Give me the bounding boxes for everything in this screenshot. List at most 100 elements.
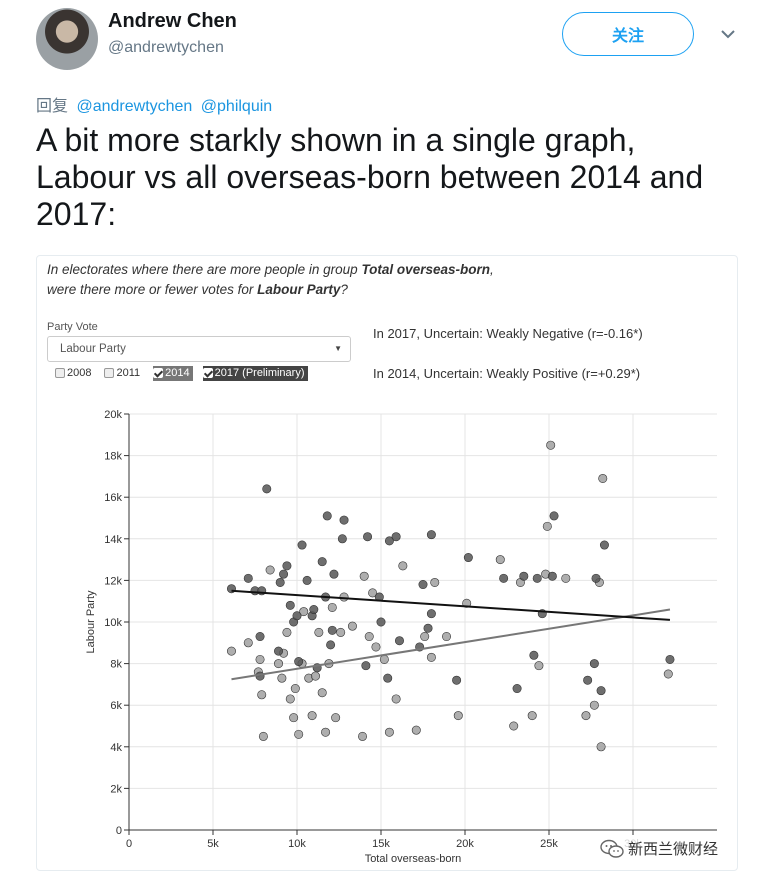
checkmark-icon bbox=[153, 368, 164, 378]
question-text-1: In electorates where there are more peop… bbox=[47, 262, 362, 277]
stat-2017: In 2017, Uncertain: Weakly Negative (r=-… bbox=[373, 326, 643, 341]
data-point bbox=[327, 625, 337, 635]
data-point bbox=[591, 573, 601, 583]
y-tick-label: 6k bbox=[110, 700, 122, 712]
data-point bbox=[391, 694, 401, 704]
checkbox-2014[interactable]: 2014 bbox=[153, 365, 193, 381]
x-tick-label: 0 bbox=[126, 838, 132, 850]
data-point bbox=[519, 571, 529, 581]
data-point bbox=[299, 607, 309, 617]
data-point bbox=[561, 573, 571, 583]
chevron-down-icon[interactable] bbox=[719, 25, 737, 43]
y-tick-label: 12k bbox=[104, 575, 122, 587]
data-point bbox=[430, 577, 440, 587]
data-point bbox=[499, 573, 509, 583]
checkmark-icon bbox=[202, 368, 213, 378]
data-point bbox=[442, 632, 452, 642]
data-point bbox=[243, 638, 253, 648]
checkbox-2011[interactable]: 2011 bbox=[104, 366, 143, 381]
party-vote-select[interactable]: Labour Party ▼ bbox=[47, 336, 351, 362]
author-display-name[interactable]: Andrew Chen bbox=[108, 10, 237, 32]
data-point bbox=[292, 611, 302, 621]
data-point bbox=[418, 580, 428, 590]
data-point bbox=[302, 575, 312, 585]
data-point bbox=[322, 511, 332, 521]
data-point bbox=[423, 623, 433, 633]
tweet-header: Andrew Chen @andrewtychen 关注 bbox=[36, 6, 756, 74]
data-point bbox=[364, 632, 374, 642]
data-point bbox=[546, 440, 556, 450]
data-point bbox=[589, 659, 599, 669]
avatar[interactable] bbox=[36, 8, 98, 70]
x-tick-label: 10k bbox=[288, 838, 306, 850]
data-point bbox=[379, 654, 389, 664]
reply-mention-1[interactable]: @andrewtychen bbox=[76, 98, 193, 115]
data-point bbox=[361, 661, 371, 671]
data-point bbox=[282, 627, 292, 637]
data-point bbox=[411, 725, 421, 735]
x-tick-label: 20k bbox=[456, 838, 474, 850]
checkbox-2008[interactable]: 2008 bbox=[55, 366, 94, 381]
data-point bbox=[337, 534, 347, 544]
data-point bbox=[547, 571, 557, 581]
party-vote-label: Party Vote bbox=[47, 321, 98, 333]
data-point bbox=[529, 650, 539, 660]
data-point bbox=[532, 573, 542, 583]
checkbox-label: 2014 bbox=[165, 367, 190, 379]
y-tick-label: 0 bbox=[116, 825, 122, 837]
watermark-text: 新西兰微财经 bbox=[628, 841, 719, 858]
checkbox-label: 2011 bbox=[116, 367, 141, 379]
data-point bbox=[376, 617, 386, 627]
data-point bbox=[384, 727, 394, 737]
follow-button[interactable]: 关注 bbox=[562, 12, 694, 56]
data-point bbox=[512, 684, 522, 694]
checkbox-box-icon bbox=[104, 368, 115, 378]
y-tick-label: 18k bbox=[104, 451, 122, 463]
data-point bbox=[277, 673, 287, 683]
x-tick-label: 5k bbox=[207, 838, 219, 850]
data-point bbox=[274, 646, 284, 656]
data-point bbox=[226, 646, 236, 656]
data-point bbox=[534, 661, 544, 671]
data-point bbox=[329, 569, 339, 579]
stat-2014: In 2014, Uncertain: Weakly Positive (r=+… bbox=[373, 366, 641, 381]
data-point bbox=[363, 532, 373, 542]
data-point bbox=[255, 654, 265, 664]
data-point bbox=[255, 632, 265, 642]
data-point bbox=[384, 536, 394, 546]
question-text-4: ? bbox=[340, 282, 348, 297]
data-point bbox=[243, 573, 253, 583]
y-axis-label: Labour Party bbox=[85, 590, 97, 653]
data-point bbox=[383, 673, 393, 683]
data-point bbox=[452, 675, 462, 685]
data-point bbox=[275, 577, 285, 587]
data-point bbox=[398, 561, 408, 571]
data-point bbox=[420, 632, 430, 642]
data-point bbox=[317, 688, 327, 698]
checkbox-2017[interactable]: 2017 (Preliminary) bbox=[202, 365, 308, 381]
data-point bbox=[527, 711, 537, 721]
data-point bbox=[542, 521, 552, 531]
data-point bbox=[391, 532, 401, 542]
reply-mention-2[interactable]: @philquin bbox=[200, 98, 273, 115]
data-point bbox=[339, 515, 349, 525]
author-handle[interactable]: @andrewtychen bbox=[108, 39, 224, 56]
party-vote-selected: Labour Party bbox=[60, 343, 126, 355]
data-point bbox=[331, 713, 341, 723]
data-point bbox=[347, 621, 357, 631]
data-point bbox=[394, 636, 404, 646]
data-point bbox=[358, 731, 368, 741]
data-point bbox=[307, 711, 317, 721]
data-point bbox=[294, 729, 304, 739]
y-tick-label: 8k bbox=[110, 659, 122, 671]
data-point bbox=[665, 654, 675, 664]
data-point bbox=[596, 686, 606, 696]
year-checkboxes: 2008 2011 2014 2017 (Preliminary) bbox=[55, 365, 318, 381]
tweet-media[interactable]: In electorates where there are more peop… bbox=[36, 255, 738, 871]
data-point bbox=[426, 530, 436, 540]
data-point bbox=[297, 540, 307, 550]
data-point bbox=[463, 553, 473, 563]
reply-context: 回复 @andrewtychen @philquin bbox=[36, 92, 272, 116]
data-point bbox=[321, 727, 331, 737]
graphic-question: In electorates where there are more peop… bbox=[47, 260, 647, 300]
